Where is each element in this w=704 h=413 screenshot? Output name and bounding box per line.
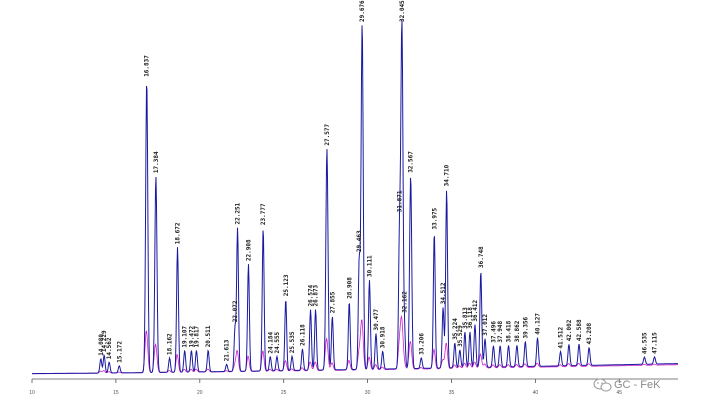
peak-label: 38.862 [514, 320, 521, 342]
peak-label: 38.418 [506, 320, 513, 342]
peak-label: 24.555 [274, 331, 281, 353]
watermark: GC - FeK [593, 378, 661, 392]
peak-label: 17.384 [153, 151, 160, 173]
main-trace-layer [32, 20, 678, 375]
peak-label: 32.567 [408, 151, 415, 173]
peak-label: 14.229 [101, 330, 108, 352]
watermark-text: GC - FeK [614, 379, 661, 391]
peak-label: 14.080 [98, 334, 105, 356]
peak-label: 46.535 [641, 332, 648, 354]
peak-label: 32.045 [399, 0, 406, 22]
x-tick-label: 20 [197, 390, 203, 396]
peak-label: 37.948 [497, 321, 504, 343]
x-tick-label: 30 [365, 390, 371, 396]
peak-label: 27.855 [329, 291, 336, 313]
peak-label: 39.356 [522, 316, 529, 338]
peak-label: 37.012 [482, 314, 489, 336]
peak-label: 25.535 [289, 331, 296, 353]
peak-label: 30.111 [366, 255, 373, 277]
peak-label: 18.672 [175, 222, 182, 244]
x-tick-label: 35 [449, 390, 455, 396]
peak-label: 27.577 [324, 124, 331, 146]
peak-label: 26.574 [308, 284, 315, 306]
peak-label: 30.477 [373, 308, 380, 330]
main-trace [32, 20, 678, 375]
peak-label: 33.975 [431, 207, 438, 229]
peak-label: 16.837 [144, 55, 151, 77]
peak-label: 42.002 [566, 319, 573, 341]
peak-label: 42.588 [576, 319, 583, 341]
peak-label: 37.496 [490, 321, 497, 343]
peak-label: 36.748 [478, 246, 485, 268]
peak-label: 21.613 [224, 339, 231, 361]
peak-label: 15.172 [116, 341, 123, 363]
peak-label: 31.871 [397, 190, 404, 212]
peak-label: 41.512 [558, 327, 565, 349]
peak-label: 14.562 [106, 337, 113, 359]
peak-label: 29.463 [356, 230, 363, 252]
peak-label: 25.123 [283, 274, 290, 296]
peak-label: 34.512 [440, 282, 447, 304]
peak-label: 36.412 [472, 300, 479, 322]
peak-label: 18.162 [167, 333, 174, 355]
peak-label: 19.817 [193, 325, 200, 347]
peak-label: 36.118 [467, 307, 474, 329]
x-tick-label: 40 [533, 390, 539, 396]
peak-label: 40.127 [535, 313, 542, 335]
peak-label: 26.118 [299, 324, 306, 346]
peak-label: 29.676 [359, 0, 366, 22]
peak-label: 24.184 [267, 332, 274, 354]
wechat-icon [593, 378, 612, 392]
peak-label: 26.873 [313, 284, 320, 306]
peak-label: 20.511 [205, 325, 212, 347]
peak-label: 22.908 [246, 239, 253, 261]
x-tick-label: 15 [113, 390, 119, 396]
peak-label: 28.908 [346, 277, 353, 299]
peak-label: 35.529 [457, 325, 464, 347]
x-tick-label: 45 [616, 390, 622, 396]
x-tick-label: 10 [29, 390, 35, 396]
x-tick-label: 25 [281, 390, 287, 396]
peak-label: 43.208 [586, 322, 593, 344]
peak-label: 33.206 [418, 333, 425, 355]
peak-label: 19.107 [182, 326, 189, 348]
peak-label: 19.472 [188, 325, 195, 347]
peak-label: 22.072 [232, 300, 239, 322]
peak-label: 35.813 [462, 307, 469, 329]
peak-label: 47.115 [652, 332, 659, 354]
peak-label: 35.224 [452, 318, 459, 340]
peak-label: 22.251 [235, 202, 242, 224]
peak-label: 32.162 [402, 291, 409, 313]
peak-label: 34.710 [444, 164, 451, 186]
peak-label: 30.918 [380, 326, 387, 348]
x-axis: 10 15 20 25 30 35 40 45 [29, 378, 678, 396]
peak-label: 23.777 [260, 203, 267, 225]
